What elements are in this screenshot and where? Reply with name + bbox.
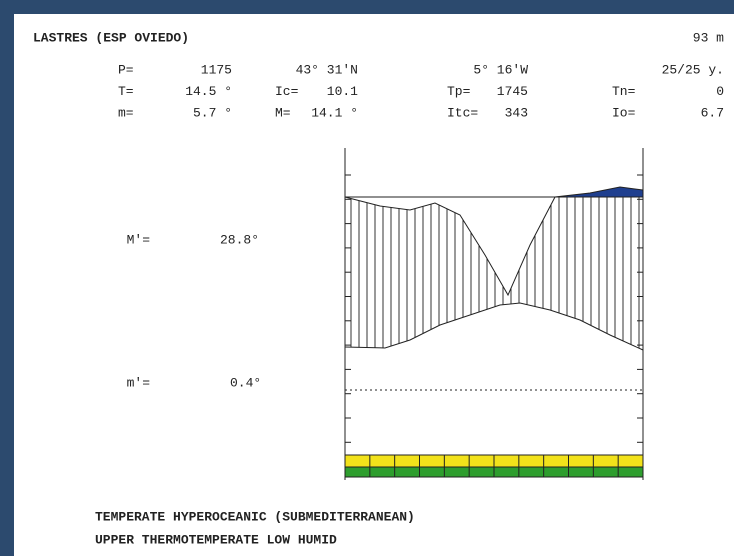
temp-curve bbox=[344, 302, 644, 351]
stat-value: 14.1 ° bbox=[311, 105, 358, 120]
stat-value: 6.7 bbox=[701, 105, 724, 120]
stat-value: 10.1 bbox=[327, 84, 358, 99]
precip-curve bbox=[344, 186, 644, 297]
altitude: 93 m bbox=[693, 30, 724, 45]
footer-line: UPPER THERMOTEMPERATE LOW HUMID bbox=[95, 532, 337, 547]
max-label: M'= bbox=[127, 232, 151, 247]
stat-value: 0 bbox=[716, 84, 724, 99]
stat-value: 343 bbox=[505, 105, 528, 120]
stat-value: 43° 31'N bbox=[296, 62, 358, 77]
station: LASTRES (ESP OVIEDO) bbox=[33, 30, 189, 45]
stat-label: M= bbox=[275, 105, 291, 120]
min-value: 0.4° bbox=[230, 375, 261, 390]
stat-label: T= bbox=[118, 84, 134, 99]
stat-value: 1175 bbox=[201, 62, 232, 77]
stat-label: Itc= bbox=[447, 105, 478, 120]
stat-value: 14.5 ° bbox=[185, 84, 232, 99]
max-value: 28.8° bbox=[220, 232, 259, 247]
stat-label: Io= bbox=[612, 105, 636, 120]
stat-label: Tp= bbox=[447, 84, 471, 99]
stat-value: 5° 16'W bbox=[473, 62, 528, 77]
climate-diagram bbox=[344, 148, 644, 480]
stat-value: 1745 bbox=[497, 84, 528, 99]
stat-value: 25/25 y. bbox=[662, 62, 724, 77]
stat-label: Ic= bbox=[275, 84, 299, 99]
stat-label: m= bbox=[118, 105, 134, 120]
stat-value: 5.7 ° bbox=[193, 105, 232, 120]
stat-label: P= bbox=[118, 62, 134, 77]
humid-area bbox=[345, 187, 643, 197]
footer-line: TEMPERATE HYPEROCEANIC (SUBMEDITERRANEAN… bbox=[95, 509, 415, 524]
min-label: m'= bbox=[127, 375, 151, 390]
stat-label: Tn= bbox=[612, 84, 636, 99]
